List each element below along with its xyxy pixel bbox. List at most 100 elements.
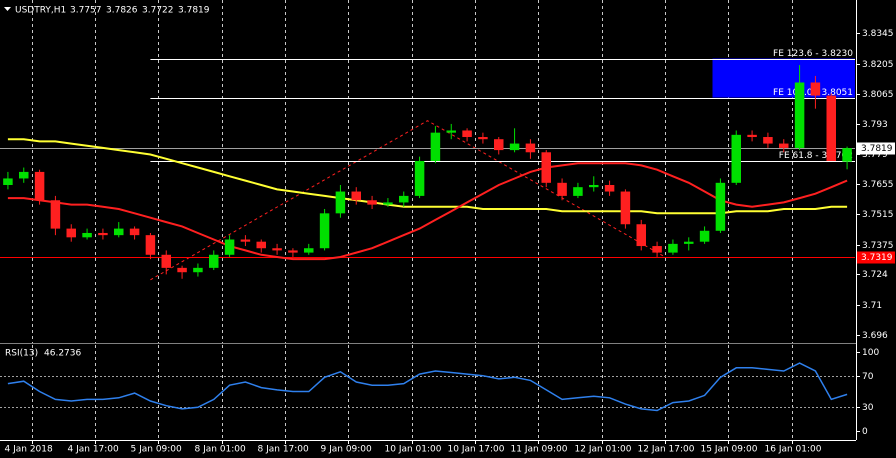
candle-body <box>731 134 741 183</box>
rsi-y-tick-label: 70 <box>862 372 874 382</box>
rsi-y-tick-label: 0 <box>862 427 868 437</box>
y-tick-label: 3.7375 <box>862 241 894 251</box>
candle-body <box>66 228 76 238</box>
fibo-level-label: FE 61.8 - 3.7762 <box>779 151 853 161</box>
candle-body <box>319 213 330 249</box>
bid-label: 3.7819 <box>861 144 893 154</box>
y-tick-label: 3.7515 <box>862 210 894 220</box>
bid-label-box <box>857 142 895 155</box>
candle-body <box>224 239 235 255</box>
candle-body <box>557 182 567 196</box>
candle-body <box>842 148 852 162</box>
price-label-box <box>857 251 895 264</box>
y-tick-label: 3.793 <box>862 120 888 130</box>
x-tick-label: 16 Jan 01:00 <box>765 445 822 455</box>
x-tick-label: 12 Jan 17:00 <box>638 445 695 455</box>
y-tick-label: 3.8065 <box>862 90 894 100</box>
candle-body <box>193 267 203 273</box>
moving-average <box>7 138 848 215</box>
candle-body <box>715 182 726 231</box>
candle-body <box>478 137 488 140</box>
price-label: 3.7319 <box>861 253 893 263</box>
candle-body <box>747 134 757 138</box>
candle-body <box>82 232 92 238</box>
x-tick-label: 12 Jan 01:00 <box>575 445 632 455</box>
candle-body <box>636 224 646 247</box>
x-tick-label: 8 Jan 17:00 <box>258 445 310 455</box>
candle-body <box>161 254 171 268</box>
candle-body <box>304 248 314 253</box>
candle-body <box>430 132 441 162</box>
x-tick-label: 5 Jan 09:00 <box>131 445 183 455</box>
candle-body <box>604 184 615 192</box>
symbol: USDTRY,H1 <box>15 6 66 16</box>
rsi-y-tick-label: 30 <box>862 403 874 413</box>
candle-body <box>794 82 805 148</box>
x-tick-label: 10 Jan 01:00 <box>385 445 442 455</box>
candle-body <box>177 267 187 273</box>
y-tick-label: 3.8205 <box>862 60 894 70</box>
x-tick-label: 4 Jan 17:00 <box>68 445 120 455</box>
candle-body <box>763 137 773 144</box>
candle-body <box>256 241 266 249</box>
candle-body <box>541 152 551 183</box>
candle-body <box>509 143 520 151</box>
candle-body <box>399 195 409 203</box>
candle-body <box>240 239 251 242</box>
x-tick-label: 9 Jan 09:00 <box>321 445 373 455</box>
candle-body <box>351 191 361 201</box>
candle-body <box>383 202 393 205</box>
candle-body <box>684 241 694 244</box>
y-tick-label: 3.7655 <box>862 180 894 190</box>
candle-body <box>826 95 836 162</box>
rsi-line <box>7 362 848 412</box>
candle-body <box>145 235 156 255</box>
candle-body <box>810 82 821 96</box>
candle-body <box>129 228 140 236</box>
y-tick-label: 3.724 <box>862 270 888 280</box>
y-tick-label: 3.71 <box>862 301 882 311</box>
candle-body <box>462 130 472 138</box>
menu-arrow[interactable] <box>4 7 11 11</box>
fibo-zone <box>712 58 855 98</box>
moving-average <box>7 162 848 261</box>
x-tick-label: 8 Jan 01:00 <box>195 445 247 455</box>
candle-body <box>573 187 583 196</box>
rsi-y-tick-label: 100 <box>862 348 879 358</box>
y-tick-label: 3.696 <box>862 331 888 341</box>
candle-body <box>34 171 45 201</box>
candle-body <box>525 143 536 153</box>
candle-body <box>589 184 599 188</box>
candle-body <box>50 200 61 229</box>
candle-body <box>620 191 631 225</box>
candle-body <box>98 232 108 236</box>
candle-body <box>699 230 710 242</box>
candle-body <box>446 130 456 133</box>
candle-body <box>3 178 13 185</box>
candle-body <box>367 200 377 205</box>
rsi-title: RSI(13) <box>5 349 38 359</box>
fibo-anchor-line <box>150 120 666 281</box>
y-tick-label: 3.8345 <box>862 29 894 39</box>
candle-body <box>288 250 298 253</box>
candle-body <box>335 191 346 214</box>
header-high: 3.7826 <box>106 6 138 16</box>
candle-body <box>494 139 504 151</box>
candle-body <box>779 143 789 148</box>
fibo-level-label: FE 123.6 - 3.8230 <box>773 49 853 59</box>
x-tick-label: 10 Jan 17:00 <box>448 445 505 455</box>
y-tick-label: 3.779 <box>862 150 888 160</box>
rsi-value: 46.2736 <box>44 349 81 359</box>
candle-body <box>209 254 219 268</box>
x-tick-label: 15 Jan 09:00 <box>701 445 758 455</box>
rsi-pane: RSI(13) 46.2736 <box>0 345 855 440</box>
candle-body <box>272 248 282 251</box>
candle-body <box>114 228 124 236</box>
header-open: 3.7757 <box>70 6 102 16</box>
candle-body <box>414 161 425 196</box>
candle-body <box>652 246 662 253</box>
x-tick-label: 11 Jan 09:00 <box>511 445 568 455</box>
